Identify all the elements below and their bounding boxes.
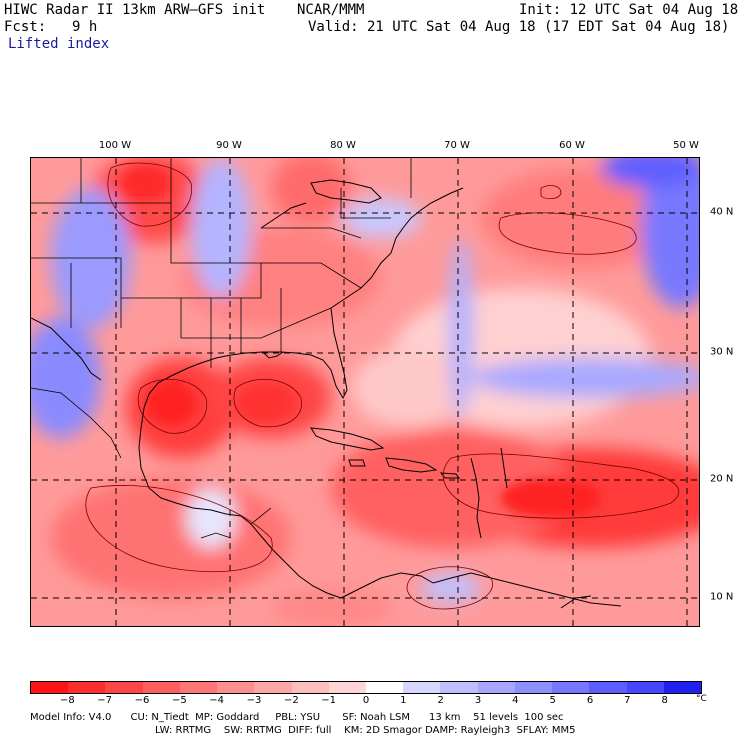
- colorbar: [30, 681, 702, 694]
- field-cores: [121, 165, 601, 518]
- colorbar-swatch: [626, 682, 664, 693]
- lat-label-10n: 10 N: [710, 591, 734, 603]
- model-title: HIWC Radar II 13km ARW–GFS init: [4, 2, 266, 18]
- colorbar-swatch: [589, 682, 627, 693]
- colorbar-tick-label: −3: [246, 695, 262, 706]
- colorbar-swatch: [514, 682, 553, 693]
- lon-label-90w: 90 W: [216, 140, 242, 151]
- colorbar-tick-label: −4: [209, 695, 225, 706]
- coastlines: [31, 179, 622, 609]
- fcst-value: 9 h: [72, 19, 98, 35]
- colorbar-swatch: [31, 682, 69, 693]
- colorbar-tick-label: −5: [171, 695, 187, 706]
- li-contours: [85, 162, 680, 610]
- colorbar-swatch: [440, 682, 478, 693]
- field-name: Lifted index: [8, 36, 110, 52]
- colorbar-unit: °C: [696, 694, 707, 704]
- colorbar-tick-label: 3: [474, 695, 482, 706]
- colorbar-swatch: [663, 682, 701, 693]
- lat-label-20n: 20 N: [710, 473, 734, 485]
- colorbar-swatch: [365, 682, 404, 693]
- colorbar-tick-label: 6: [586, 695, 594, 706]
- colorbar-swatch: [477, 682, 515, 693]
- political-borders: [31, 158, 412, 539]
- colorbar-tick-label: −2: [283, 695, 299, 706]
- init-time: Init: 12 UTC Sat 04 Aug 18: [519, 2, 739, 18]
- colorbar-tick-label: −8: [59, 695, 75, 706]
- colorbar-swatch: [68, 682, 106, 693]
- colorbar-swatch: [179, 682, 218, 693]
- org-label: NCAR/MMM: [297, 2, 365, 18]
- colorbar-tick-label: −7: [97, 695, 113, 706]
- colorbar-tick-label: 8: [661, 695, 668, 706]
- colorbar-swatch: [328, 682, 366, 693]
- colorbar-tick-label: −6: [134, 695, 150, 706]
- lon-label-70w: 70 W: [444, 140, 470, 151]
- lat-label-30n: 30 N: [710, 346, 734, 358]
- colorbar-tick-label: 0: [362, 695, 370, 706]
- map-canvas: [31, 158, 699, 626]
- colorbar-swatch: [552, 682, 590, 693]
- colorbar-tick-label: 7: [624, 695, 631, 706]
- colorbar-swatch: [217, 682, 255, 693]
- valid-time: Valid: 21 UTC Sat 04 Aug 18 (17 EDT Sat …: [308, 19, 730, 35]
- colorbar-tick-label: 2: [437, 695, 444, 706]
- lifted-index-map: [30, 157, 700, 627]
- colorbar-tick-label: 1: [400, 695, 407, 706]
- colorbar-swatch: [403, 682, 441, 693]
- colorbar-swatch: [254, 682, 292, 693]
- graticule: [31, 158, 699, 626]
- colorbar-tick-label: 5: [549, 695, 556, 706]
- lon-label-80w: 80 W: [330, 140, 356, 151]
- fcst-label: Fcst:: [4, 19, 47, 35]
- colorbar-swatch: [142, 682, 180, 693]
- field-shading: [31, 158, 699, 626]
- colorbar-swatch: [291, 682, 329, 693]
- lon-label-50w: 50 W: [673, 140, 699, 151]
- model-info-line1: Model Info: V4.0 CU: N_Tiedt MP: Goddard…: [30, 712, 564, 723]
- lat-label-40n: 40 N: [710, 206, 734, 218]
- model-info-line2: LW: RRTMG SW: RRTMG DIFF: full KM: 2D Sm…: [155, 725, 576, 736]
- lon-label-100w: 100 W: [98, 140, 132, 151]
- colorbar-swatch: [105, 682, 143, 693]
- colorbar-tick-label: 4: [512, 695, 519, 706]
- lon-label-60w: 60 W: [559, 140, 585, 151]
- colorbar-tick-label: −1: [321, 695, 337, 706]
